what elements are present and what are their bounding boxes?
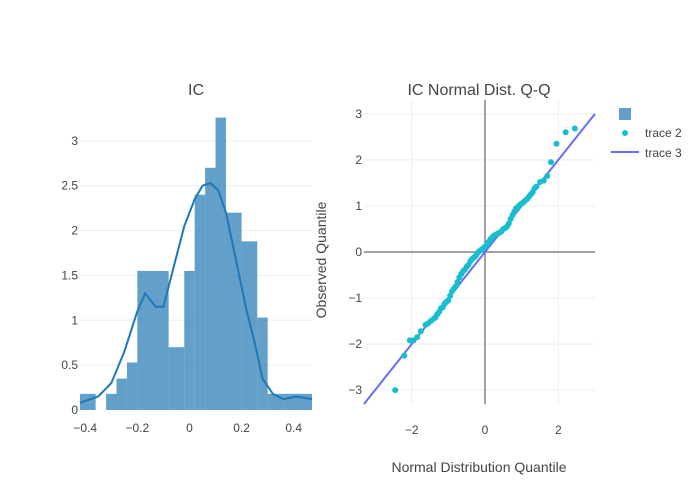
- qq-y-axis-title: Observed Quantile: [313, 201, 329, 318]
- hist-y-tick-label: 1: [71, 313, 78, 327]
- legend[interactable]: trace 2 trace 3: [611, 108, 682, 160]
- qq-x-tick-label: −2: [405, 423, 419, 437]
- qq-plot-panel: −2 0 2 −3 −2 −1 0 1 2 3 IC Normal Dist. Q-Q Norm…: [313, 82, 596, 475]
- histogram-bar: [168, 347, 185, 410]
- histogram-bar: [194, 194, 206, 410]
- hist-y-tick-label: 2: [71, 224, 78, 238]
- histogram-bar: [257, 317, 268, 410]
- legend-dot-icon: [622, 130, 628, 136]
- legend-item-trace-3[interactable]: trace 3: [611, 146, 682, 160]
- qq-y-tick-label: −1: [348, 291, 362, 305]
- qq-point: [548, 159, 554, 166]
- qq-point: [447, 292, 454, 299]
- legend-item-trace-2[interactable]: trace 2: [622, 126, 682, 140]
- hist-x-tick-label: 0.2: [233, 421, 250, 435]
- qq-x-tick-label: 0: [482, 423, 489, 437]
- histogram-bar: [137, 270, 153, 410]
- qq-point: [392, 387, 399, 394]
- histogram-bar: [126, 362, 138, 410]
- qq-x-ticks: −2 0 2: [405, 423, 562, 437]
- qq-point: [454, 278, 461, 285]
- qq-x-axis-title: Normal Distribution Quantile: [391, 459, 566, 475]
- histogram-bar: [215, 117, 226, 410]
- histogram-bar: [225, 212, 242, 410]
- qq-point: [417, 328, 424, 335]
- qq-x-tick-label: 2: [555, 423, 562, 437]
- qq-point: [505, 220, 512, 227]
- qq-y-tick-label: 1: [355, 199, 362, 213]
- qq-point: [562, 129, 569, 136]
- histogram-bar: [116, 378, 127, 410]
- qq-point: [533, 183, 540, 190]
- qq-point: [540, 177, 547, 184]
- qq-title: IC Normal Dist. Q-Q: [407, 82, 550, 99]
- qq-point: [544, 173, 551, 179]
- hist-x-tick-label: 0.4: [285, 421, 302, 435]
- qq-y-tick-label: −2: [348, 337, 362, 351]
- hist-y-tick-label: 3: [71, 134, 78, 148]
- histogram-y-ticks: 0 0.5 1 1.5 2 2.5 3: [61, 134, 78, 417]
- qq-point: [401, 352, 408, 359]
- histogram-bars: [80, 117, 312, 410]
- qq-point: [553, 140, 560, 147]
- qq-point: [571, 125, 578, 132]
- qq-y-tick-label: 2: [355, 153, 362, 167]
- histogram-bar: [205, 167, 216, 410]
- histogram-bar: [106, 393, 117, 410]
- legend-item-trace-1[interactable]: [619, 108, 631, 120]
- qq-point: [452, 283, 459, 290]
- hist-x-tick-label: 0: [186, 421, 193, 435]
- histogram-x-ticks: −0.4 −0.2 0 0.2 0.4: [73, 421, 302, 435]
- ic-histogram-panel: −0.4 −0.2 0 0.2 0.4 0 0.5 1 1.5 2 2.5 3 IC: [61, 82, 313, 435]
- hist-x-tick-label: −0.2: [125, 421, 149, 435]
- qq-points: [392, 125, 578, 394]
- qq-point: [414, 334, 421, 341]
- legend-label-trace-2: trace 2: [645, 126, 682, 140]
- qq-point: [445, 297, 452, 304]
- hist-y-tick-label: 1.5: [61, 268, 78, 282]
- histogram-bar: [184, 270, 195, 410]
- qq-y-tick-label: 3: [355, 107, 362, 121]
- kde-curve: [79, 181, 313, 404]
- qq-y-tick-label: −3: [348, 383, 362, 397]
- hist-y-tick-label: 2.5: [61, 179, 78, 193]
- hist-y-tick-label: 0: [71, 403, 78, 417]
- qq-reference-line: [363, 113, 596, 405]
- qq-y-tick-label: 0: [355, 245, 362, 259]
- hist-y-tick-label: 0.5: [61, 358, 78, 372]
- legend-square-icon: [619, 108, 631, 120]
- hist-x-tick-label: −0.4: [73, 421, 97, 435]
- histogram-bar: [152, 270, 169, 410]
- qq-y-ticks: −3 −2 −1 0 1 2 3: [348, 107, 362, 397]
- legend-label-trace-3: trace 3: [645, 146, 682, 160]
- histogram-title: IC: [188, 82, 204, 99]
